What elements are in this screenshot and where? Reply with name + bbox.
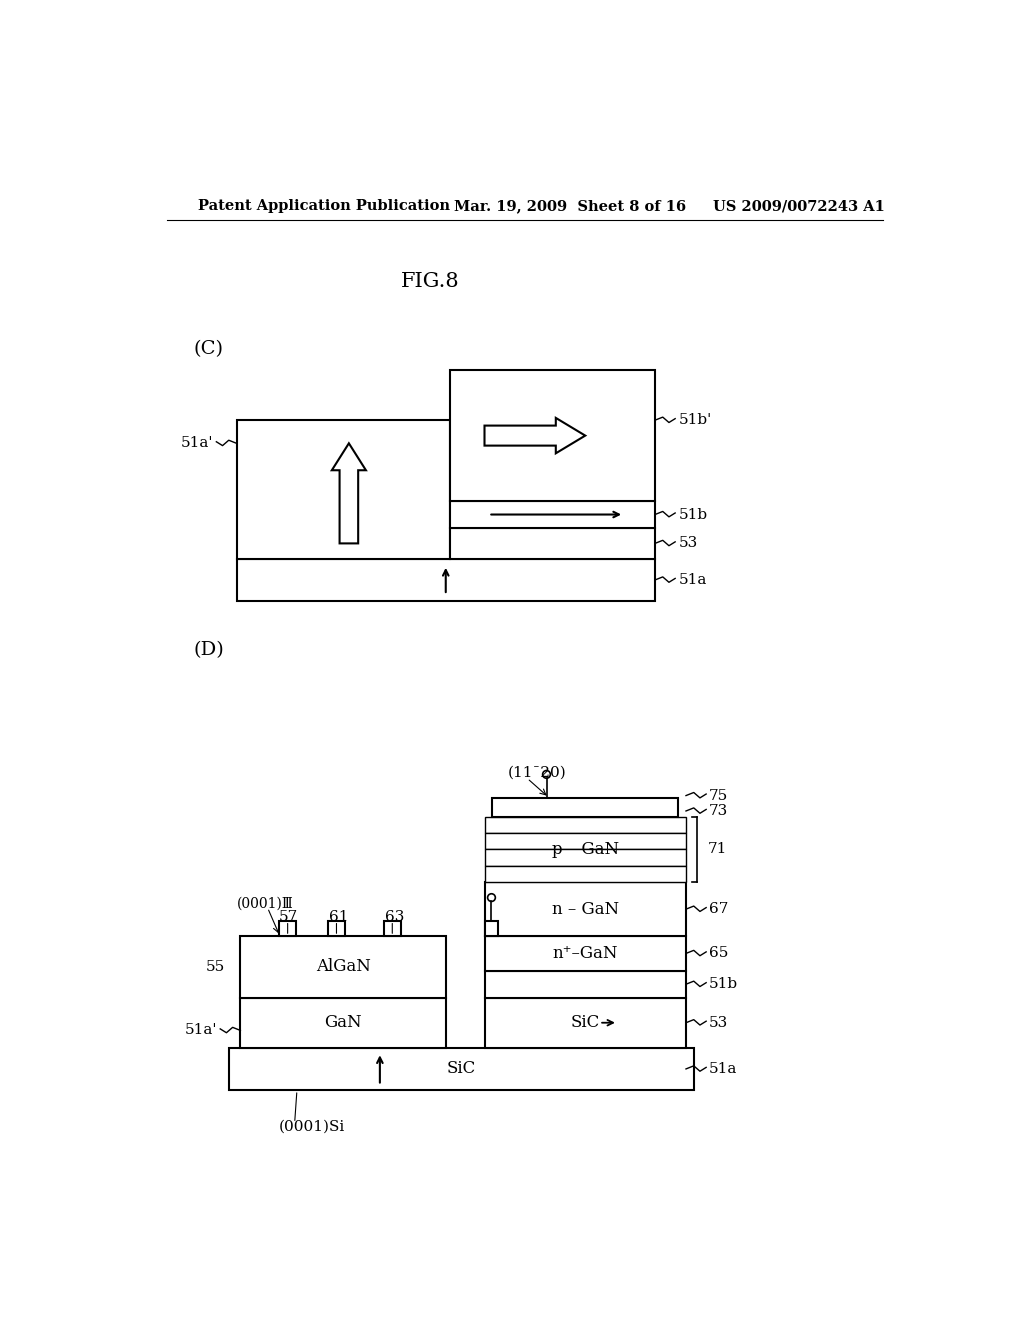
- Text: US 2009/0072243 A1: US 2009/0072243 A1: [713, 199, 885, 213]
- Bar: [484, 936, 686, 970]
- Text: 51a': 51a': [184, 1023, 217, 1038]
- Bar: [493, 797, 678, 817]
- Text: AlGaN: AlGaN: [315, 958, 371, 975]
- Text: (11¯20): (11¯20): [508, 766, 566, 780]
- Text: 51b: 51b: [710, 977, 738, 991]
- Text: 73: 73: [710, 804, 728, 818]
- Text: 71: 71: [708, 842, 727, 857]
- Text: 51b': 51b': [678, 413, 712, 428]
- Text: GaN: GaN: [325, 1014, 361, 1031]
- Text: p – GaN: p – GaN: [552, 841, 618, 858]
- Bar: [241, 936, 445, 998]
- Text: Mar. 19, 2009  Sheet 8 of 16: Mar. 19, 2009 Sheet 8 of 16: [454, 199, 686, 213]
- Bar: [484, 921, 499, 936]
- Text: 75: 75: [710, 788, 728, 803]
- Bar: [328, 921, 345, 936]
- Bar: [450, 370, 655, 502]
- Bar: [228, 1048, 693, 1090]
- Text: 57: 57: [280, 909, 298, 924]
- Bar: [237, 558, 655, 601]
- Bar: [484, 882, 686, 936]
- Text: FIG.8: FIG.8: [401, 272, 460, 292]
- Text: Patent Application Publication: Patent Application Publication: [198, 199, 450, 213]
- Text: 61: 61: [330, 909, 349, 924]
- Bar: [484, 817, 686, 833]
- Text: (0001)Si: (0001)Si: [280, 1121, 345, 1134]
- Bar: [450, 502, 655, 528]
- Text: n⁺–GaN: n⁺–GaN: [553, 945, 618, 962]
- Bar: [484, 998, 686, 1048]
- FancyArrow shape: [484, 418, 586, 453]
- FancyArrow shape: [332, 444, 366, 544]
- Text: n – GaN: n – GaN: [552, 900, 618, 917]
- Text: SiC: SiC: [446, 1060, 476, 1077]
- Text: (D): (D): [194, 640, 224, 659]
- Text: 55: 55: [206, 960, 225, 974]
- Text: (0001)Ⅲ: (0001)Ⅲ: [237, 896, 293, 911]
- Text: 65: 65: [710, 946, 729, 961]
- Bar: [484, 833, 686, 850]
- Text: 51b: 51b: [678, 507, 708, 521]
- Bar: [484, 970, 686, 998]
- Bar: [241, 998, 445, 1048]
- Text: 51a: 51a: [678, 573, 707, 587]
- Bar: [484, 866, 686, 882]
- Text: (C): (C): [194, 341, 224, 358]
- Text: 53: 53: [678, 536, 697, 550]
- Text: 53: 53: [710, 1015, 728, 1030]
- Text: 67: 67: [710, 902, 729, 916]
- Text: 51a: 51a: [710, 1061, 737, 1076]
- Bar: [450, 528, 655, 558]
- Text: SiC: SiC: [570, 1014, 600, 1031]
- Text: 51a': 51a': [181, 437, 213, 450]
- Bar: [484, 850, 686, 866]
- Bar: [237, 420, 450, 558]
- Bar: [384, 921, 400, 936]
- Bar: [280, 921, 296, 936]
- Text: 63: 63: [385, 909, 404, 924]
